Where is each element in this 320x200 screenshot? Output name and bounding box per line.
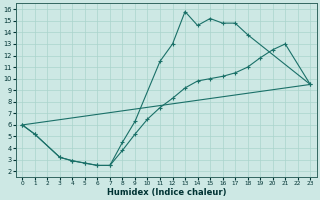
X-axis label: Humidex (Indice chaleur): Humidex (Indice chaleur): [107, 188, 226, 197]
